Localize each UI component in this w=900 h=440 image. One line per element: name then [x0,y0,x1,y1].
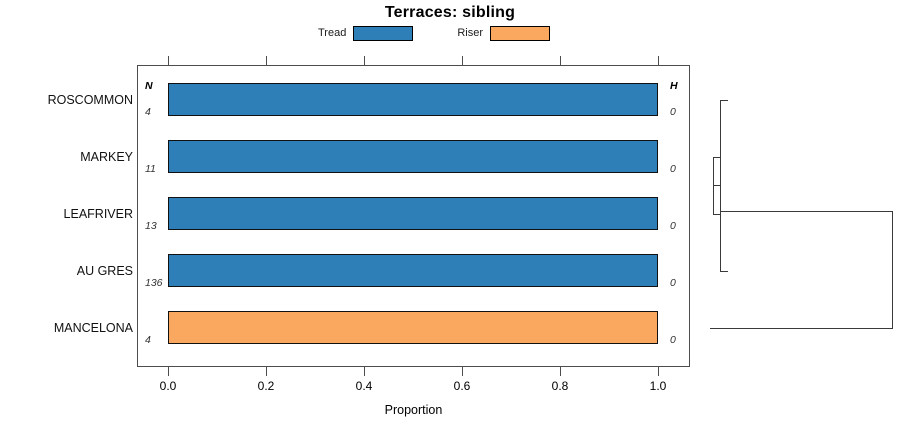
x-tick-top [462,56,463,65]
x-tick-label: 0.4 [355,379,373,393]
x-axis-title: Proportion [384,403,443,417]
category-label: ROSCOMMON [47,92,133,107]
n-value: 136 [145,277,163,289]
h-value: 0 [670,220,676,232]
page-title: Terraces: sibling [384,4,516,21]
bar-roscommon [168,83,658,116]
n-value: 13 [145,220,157,232]
x-tick-bottom [266,367,267,376]
legend-swatch-riser-icon [490,25,550,41]
dendro-link-augres-stub [720,270,728,272]
dendro-link-leafriver-stub [713,213,720,215]
category-label: MARKEY [80,149,133,164]
category-label: LEAFRIVER [63,206,133,221]
x-tick-label: 1.0 [649,379,667,393]
x-tick-bottom [658,367,659,376]
dendro-root-vertical [892,211,893,328]
column-header-h: H [670,80,678,92]
legend-entry-tread: Tread [318,25,414,41]
x-tick-label: 0.2 [257,379,275,393]
x-tick-label: 0.8 [551,379,569,393]
legend-swatch-tread-icon [353,25,414,41]
dendro-link-cluster-vertical [720,99,721,271]
bar-au-gres [168,254,658,287]
bar-markey [168,140,658,173]
x-tick-top [560,56,561,65]
h-value: 0 [670,163,676,175]
dendro-root-top-horizontal [720,211,892,212]
bar-leafriver [168,197,658,230]
x-tick-top [168,56,169,65]
x-tick-label: 0.6 [453,379,471,393]
dendro-link-inner-to-outer [713,185,720,186]
n-value: 11 [145,163,156,175]
legend: Tread Riser [318,24,550,42]
h-value: 0 [670,106,676,118]
dendro-link-markey-stub [713,156,720,158]
bar-mancelona [168,311,658,344]
h-value: 0 [670,334,676,346]
x-tick-top [266,56,267,65]
legend-entry-riser: Riser [457,25,550,41]
legend-label-riser: Riser [457,27,483,39]
x-tick-label: 0.0 [159,379,177,393]
x-tick-top [658,56,659,65]
x-tick-top [364,56,365,65]
x-tick-bottom [364,367,365,376]
dendro-root-bottom-horizontal [710,327,893,329]
dendro-link-roscommon-stub [720,99,728,101]
x-tick-bottom [462,367,463,376]
column-header-n: N [145,80,153,92]
dendrogram [690,65,900,367]
category-label: AU GRES [76,263,133,278]
x-tick-bottom [168,367,169,376]
x-tick-bottom [560,367,561,376]
h-value: 0 [670,277,676,289]
legend-label-tread: Tread [318,27,347,39]
category-label: MANCELONA [53,320,133,335]
n-value: 4 [145,334,151,346]
n-value: 4 [145,106,151,118]
